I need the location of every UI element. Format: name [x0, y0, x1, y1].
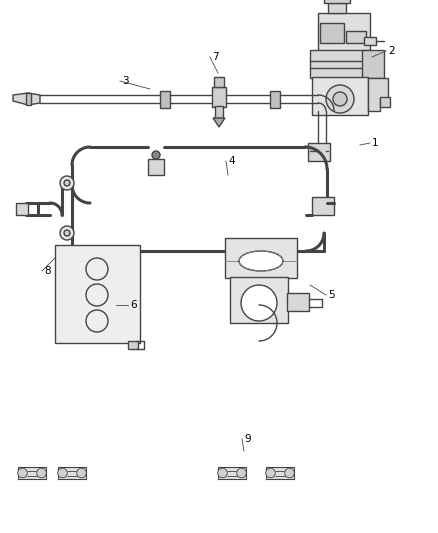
Bar	[214, 77, 224, 87]
Circle shape	[285, 468, 294, 478]
Bar	[225, 238, 297, 278]
Bar	[312, 197, 334, 215]
Circle shape	[37, 468, 46, 478]
Bar	[308, 143, 330, 161]
Bar	[287, 293, 309, 311]
Polygon shape	[213, 118, 225, 127]
Ellipse shape	[239, 251, 283, 271]
Polygon shape	[368, 78, 388, 111]
Bar	[26, 93, 31, 105]
Bar	[324, 0, 350, 3]
Bar	[128, 341, 138, 349]
Bar	[320, 23, 344, 43]
Bar	[160, 91, 170, 108]
Circle shape	[218, 468, 227, 478]
Bar	[58, 467, 86, 479]
Bar	[212, 87, 226, 107]
Text: 4: 4	[228, 156, 235, 166]
Bar	[230, 277, 288, 323]
Bar	[328, 3, 346, 13]
Bar	[310, 50, 370, 78]
Circle shape	[60, 226, 74, 240]
Bar	[148, 159, 164, 175]
Text: 2: 2	[388, 46, 395, 56]
Circle shape	[60, 176, 74, 190]
Bar	[346, 31, 366, 43]
Bar	[218, 467, 246, 479]
Bar	[380, 97, 390, 107]
Bar	[18, 467, 46, 479]
Bar	[55, 245, 140, 343]
Text: 9: 9	[244, 434, 251, 444]
Bar	[362, 50, 384, 78]
Text: 1: 1	[372, 138, 378, 148]
Circle shape	[326, 85, 354, 113]
Bar	[318, 13, 370, 51]
Circle shape	[58, 468, 67, 478]
Bar	[364, 37, 376, 45]
Bar	[312, 77, 368, 115]
Bar	[16, 203, 28, 215]
Text: 5: 5	[328, 290, 335, 300]
Bar	[270, 91, 280, 108]
Polygon shape	[13, 93, 40, 105]
Circle shape	[152, 151, 160, 159]
Circle shape	[77, 468, 86, 478]
Bar	[266, 467, 294, 479]
Bar	[215, 106, 223, 118]
Text: 7: 7	[212, 52, 219, 62]
Circle shape	[266, 468, 276, 478]
Circle shape	[64, 230, 70, 236]
Text: 8: 8	[44, 266, 51, 276]
Circle shape	[237, 468, 246, 478]
Circle shape	[241, 285, 277, 321]
Circle shape	[64, 180, 70, 186]
Circle shape	[333, 92, 347, 106]
Text: 6: 6	[130, 300, 137, 310]
Circle shape	[18, 468, 27, 478]
Text: 3: 3	[122, 76, 129, 86]
